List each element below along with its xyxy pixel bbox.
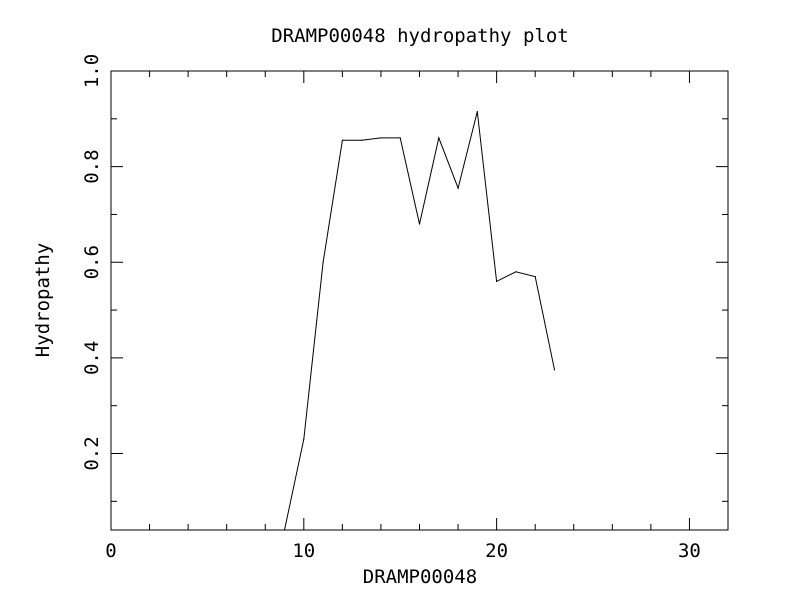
hydropathy-point bbox=[322, 261, 324, 263]
x-axis-label: DRAMP00048 bbox=[363, 566, 477, 588]
hydropathy-point bbox=[457, 187, 459, 189]
hydropathy-point bbox=[534, 275, 536, 278]
hydropathy-point bbox=[438, 137, 440, 139]
x-tick-label: 30 bbox=[678, 540, 701, 562]
plot-frame bbox=[110, 70, 729, 531]
hydropathy-point bbox=[361, 139, 363, 141]
x-tick-label: 0 bbox=[105, 540, 116, 562]
y-tick-label: 0.2 bbox=[81, 436, 103, 470]
hydropathy-point bbox=[303, 438, 305, 440]
hydropathy-point bbox=[515, 271, 517, 273]
hydropathy-point bbox=[496, 280, 498, 282]
y-tick-label: 0.6 bbox=[81, 245, 103, 279]
hydropathy-point bbox=[341, 139, 343, 141]
hydropathy-point bbox=[283, 529, 286, 531]
y-tick-label: 0.4 bbox=[81, 341, 103, 375]
y-tick-label: 1.0 bbox=[81, 54, 103, 88]
hydropathy-point bbox=[476, 111, 478, 113]
hydropathy-point bbox=[553, 369, 556, 371]
hydropathy-point bbox=[380, 137, 382, 139]
hydropathy-point bbox=[418, 223, 421, 225]
y-axis-label: Hydropathy bbox=[32, 243, 54, 357]
series-layer bbox=[283, 111, 556, 531]
chart-title: DRAMP00048 hydropathy plot bbox=[271, 25, 568, 47]
x-tick-label: 10 bbox=[292, 540, 315, 562]
hydropathy-point bbox=[399, 137, 401, 139]
y-tick-labels: 0.2 0.4 0.6 0.8 1.0 bbox=[81, 54, 103, 471]
hydropathy-series-line bbox=[284, 111, 555, 531]
y-tick-label: 0.8 bbox=[81, 149, 103, 183]
x-tick-labels: 0 10 20 30 bbox=[105, 540, 701, 562]
x-tick-label: 20 bbox=[485, 540, 508, 562]
axis-ticks bbox=[110, 70, 729, 530]
